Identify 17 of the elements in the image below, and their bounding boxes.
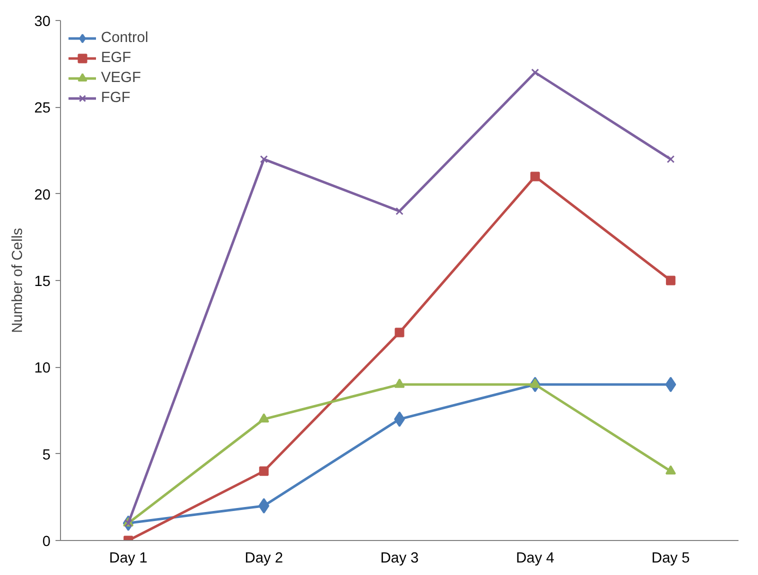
x-tick-label: Day 4 bbox=[516, 550, 554, 566]
x-tick-label: Day 5 bbox=[652, 550, 690, 566]
y-axis-title: Number of Cells bbox=[10, 228, 26, 334]
legend-label: Control bbox=[101, 30, 148, 46]
legend-label: VEGF bbox=[101, 70, 141, 86]
y-tick-label: 25 bbox=[34, 100, 51, 117]
y-tick-label: 30 bbox=[34, 14, 51, 30]
x-tick-label: Day 2 bbox=[244, 550, 284, 566]
x-tick-label: Day 1 bbox=[109, 550, 148, 566]
y-tick-label: 20 bbox=[34, 187, 51, 204]
y-tick-label: 5 bbox=[42, 447, 51, 464]
y-tick-label: 10 bbox=[34, 360, 51, 377]
x-tick-label: Day 3 bbox=[380, 550, 419, 566]
legend-label: FGF bbox=[101, 90, 130, 106]
legend-label: EGF bbox=[101, 50, 132, 66]
y-tick-label: 15 bbox=[34, 274, 51, 290]
y-tick-label: 0 bbox=[42, 534, 51, 550]
